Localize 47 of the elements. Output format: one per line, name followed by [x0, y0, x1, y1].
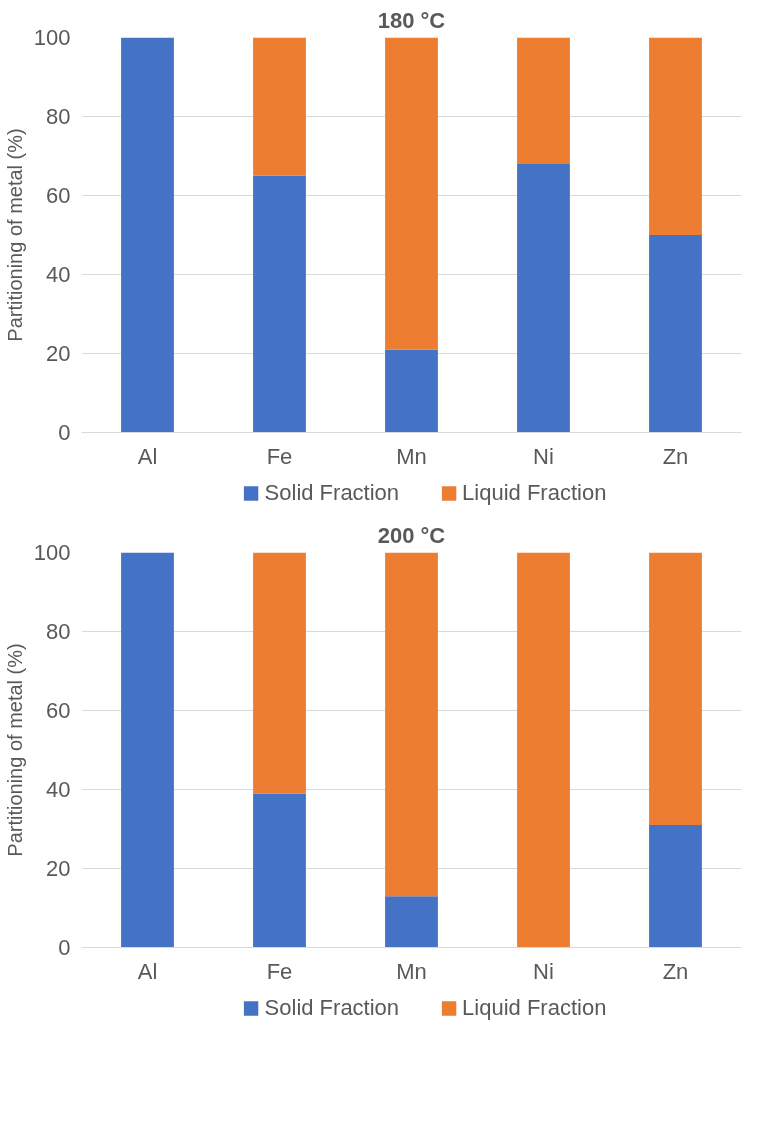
x-tick-label: Fe [266, 958, 293, 984]
chart-title: 200 °C [377, 522, 446, 548]
x-tick-label: Ni [533, 958, 554, 984]
bar [253, 175, 306, 433]
bar [121, 552, 174, 948]
bar [649, 235, 702, 433]
y-tick-label: 0 [58, 935, 71, 960]
x-tick-label: Ni [533, 443, 554, 469]
bar [517, 37, 570, 164]
bar [385, 349, 438, 433]
y-tick-label: 100 [33, 540, 71, 565]
x-tick-label: Fe [266, 443, 293, 469]
bar [649, 37, 702, 235]
bar [385, 37, 438, 350]
x-tick-label: Al [137, 443, 158, 469]
bar [649, 825, 702, 948]
x-tick-label: Mn [396, 443, 427, 469]
bar [121, 37, 174, 433]
x-tick-label: Zn [662, 958, 689, 984]
bar [253, 552, 306, 794]
y-tick-label: 40 [46, 777, 71, 802]
legend-label: Solid Fraction [264, 995, 400, 1021]
y-tick-label: 20 [46, 856, 71, 881]
bar [649, 552, 702, 826]
legend-label: Liquid Fraction [462, 995, 607, 1021]
bar [253, 37, 306, 176]
x-tick-label: Zn [662, 443, 689, 469]
y-tick-label: 40 [46, 262, 71, 287]
legend-label: Solid Fraction [264, 480, 400, 506]
bar [385, 552, 438, 897]
y-tick-label: 0 [58, 420, 71, 445]
y-axis-title: Partitioning of metal (%) [3, 128, 26, 342]
y-tick-label: 80 [46, 104, 71, 129]
bar [517, 163, 570, 433]
chart-title: 180 °C [377, 7, 446, 33]
y-tick-label: 60 [46, 698, 71, 723]
y-tick-label: 80 [46, 619, 71, 644]
bar [385, 896, 438, 948]
bar [253, 793, 306, 948]
y-axis-title: Partitioning of metal (%) [3, 643, 26, 857]
y-tick-label: 60 [46, 183, 71, 208]
y-tick-label: 20 [46, 341, 71, 366]
legend-label: Liquid Fraction [462, 480, 607, 506]
x-tick-label: Al [137, 958, 158, 984]
x-tick-label: Mn [396, 958, 427, 984]
bar [517, 552, 570, 948]
y-tick-label: 100 [33, 25, 71, 50]
